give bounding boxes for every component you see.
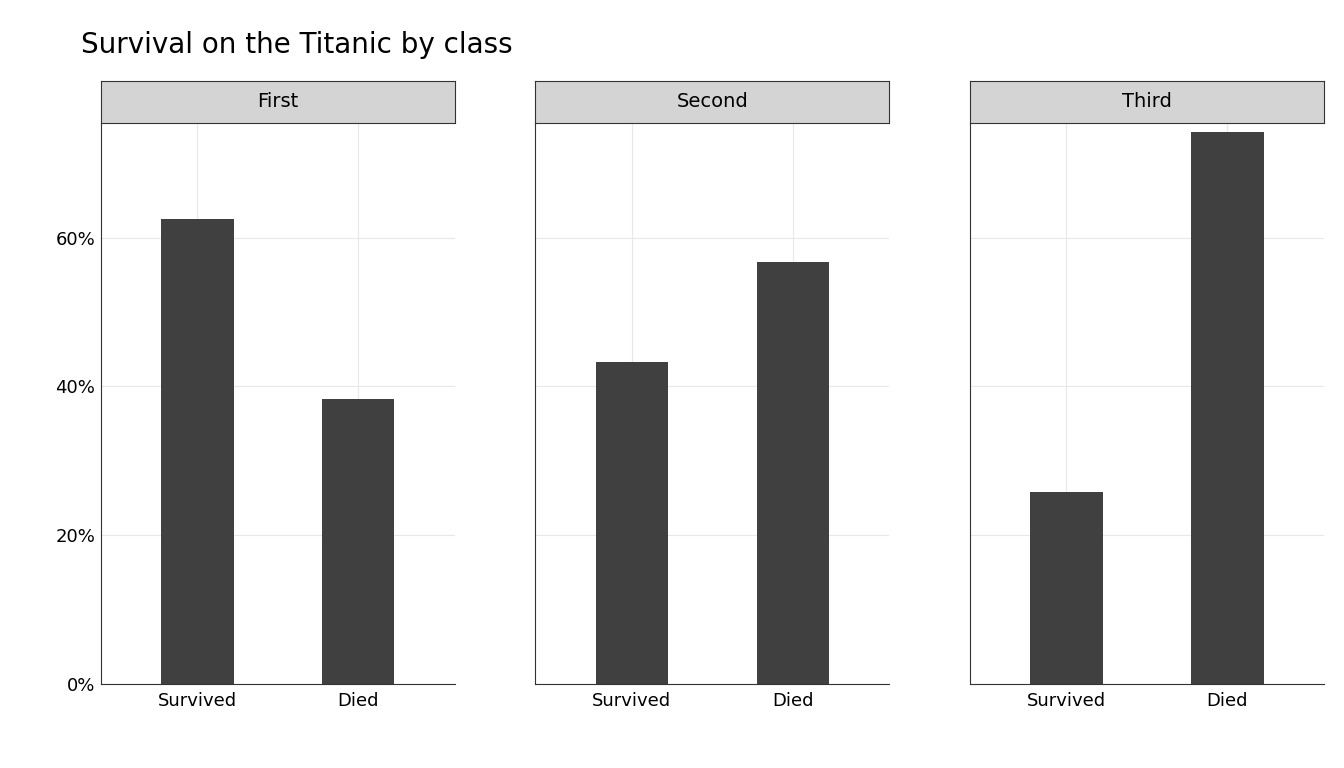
- Bar: [757, 263, 829, 684]
- Bar: [1031, 492, 1102, 684]
- Text: Third: Third: [1122, 92, 1172, 111]
- Text: Survival on the Titanic by class: Survival on the Titanic by class: [81, 31, 512, 58]
- Bar: [1191, 132, 1263, 684]
- Text: Second: Second: [676, 92, 749, 111]
- Text: First: First: [257, 92, 298, 111]
- Bar: [595, 362, 668, 684]
- Bar: [323, 399, 394, 684]
- Bar: [161, 219, 234, 684]
